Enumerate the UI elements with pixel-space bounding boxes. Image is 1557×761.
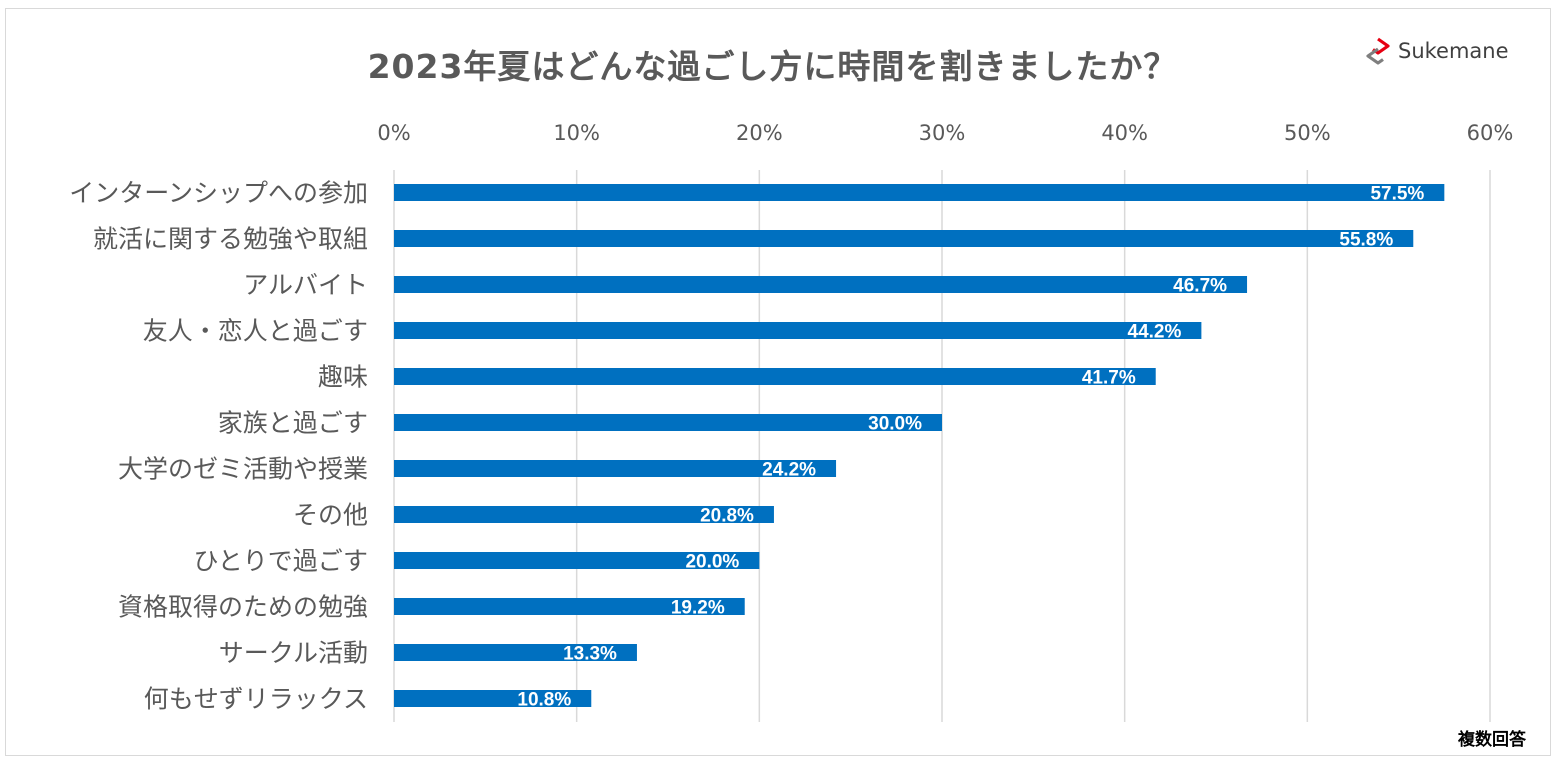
bar [394,552,760,569]
category-label: サークル活動 [219,639,368,668]
multiple-answer-note: 複数回答 [1458,730,1526,750]
sukemane-logo-icon [1366,37,1390,65]
bar-data-label: 44.2% [1128,322,1182,343]
bar-data-label: 19.2% [671,598,725,619]
brand-logo: Sukemane [1364,37,1509,65]
x-tick-label: 10% [553,121,600,145]
chart-title: 2023年夏はどんな過ごし方に時間を割きましたか？ [367,47,1178,86]
category-label: その他 [293,501,368,530]
bar-data-label: 13.3% [563,644,617,665]
category-label: 大学のゼミ活動や授業 [118,455,368,484]
x-axis-ticks: 0% 10% 20% 30% 40% 50% 60% [377,121,1513,145]
category-label: 友人・恋人と過ごす [143,317,368,346]
category-label: ひとりで過ごす [193,547,368,576]
bar-data-label: 55.8% [1339,230,1393,251]
category-label: 何もせずリラックス [144,685,368,714]
x-tick-label: 40% [1101,121,1148,145]
category-label: 趣味 [318,363,368,392]
bar-data-label: 24.2% [762,460,816,481]
bar [394,644,637,661]
bar-data-label: 41.7% [1082,368,1136,389]
bar [394,414,942,431]
bar [394,276,1248,293]
x-tick-label: 50% [1284,121,1331,145]
category-label: アルバイト [243,271,368,300]
x-tick-label: 60% [1467,121,1514,145]
category-label: インターンシップへの参加 [69,179,368,208]
data-labels: 57.5% 55.8% 46.7% 44.2% 41.7% 30.0% 24.2% 20.8%… [517,184,1424,711]
bar [394,322,1202,339]
bar [394,506,774,523]
x-tick-label: 20% [736,121,783,145]
bar [394,460,837,477]
bar-data-label: 20.8% [700,506,754,527]
bar [394,368,1156,385]
x-tick-label: 30% [919,121,966,145]
x-tick-label: 0% [377,121,410,145]
logo-text: Sukemane [1398,39,1509,63]
bar [394,184,1445,201]
bar [394,230,1414,247]
bars [394,184,1445,707]
bar-data-label: 57.5% [1370,184,1424,205]
category-label: 家族と過ごす [218,409,368,438]
bar-data-label: 30.0% [868,414,922,435]
gridlines [393,170,1491,722]
category-labels: インターンシップへの参加就活に関する勉強や取組アルバイト友人・恋人と過ごす趣味家… [69,179,368,714]
bar-data-label: 20.0% [685,552,739,573]
category-label: 資格取得のための勉強 [118,593,368,622]
chart-frame [5,8,1551,756]
bar [394,598,745,615]
bar [394,690,592,707]
category-label: 就活に関する勉強や取組 [93,225,368,254]
bar-data-label: 46.7% [1173,276,1227,297]
bar-data-label: 10.8% [517,690,571,711]
